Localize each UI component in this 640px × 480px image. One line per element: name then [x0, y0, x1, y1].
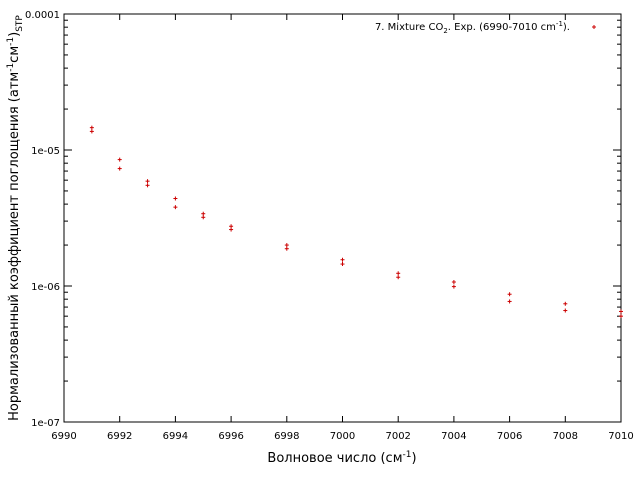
data-point [340, 262, 345, 267]
legend-marker [592, 25, 596, 29]
x-tick-label: 7000 [330, 431, 355, 442]
x-tick-label: 7010 [608, 431, 633, 442]
data-point [396, 275, 401, 280]
x-axis-title: Волновое число (см-1) [267, 450, 416, 466]
x-tick-label: 6996 [218, 431, 243, 442]
data-point [507, 299, 512, 304]
legend-label: 7. Mixture CO2. Exp. (6990-7010 cm-1). [375, 20, 570, 35]
data-points [89, 125, 623, 319]
x-tick-labels: 6990 6992 6994 6996 6998 7000 7002 7004 7006 7008… [51, 431, 633, 442]
x-tick-label: 6992 [107, 431, 132, 442]
data-point [173, 205, 178, 210]
x-tick-label: 7008 [553, 431, 578, 442]
data-point [89, 125, 94, 130]
x-tick-label: 7002 [385, 431, 410, 442]
y-tick-label: 1e-06 [31, 282, 60, 293]
data-point [563, 308, 568, 313]
x-tick-label: 7006 [497, 431, 522, 442]
data-point [201, 211, 206, 216]
data-point [284, 246, 289, 251]
data-point [340, 257, 345, 262]
axis-ticks [63, 13, 622, 423]
data-point [284, 243, 289, 248]
legend: 7. Mixture CO2. Exp. (6990-7010 cm-1). [375, 20, 596, 35]
data-point [145, 183, 150, 188]
x-tick-label: 6998 [274, 431, 299, 442]
y-axis-title: Нормализованный коэффициент поглощения (… [6, 15, 25, 421]
data-point [451, 284, 456, 289]
data-point [117, 166, 122, 171]
data-point [451, 280, 456, 285]
data-point [619, 314, 623, 319]
data-point [229, 227, 234, 232]
y-tick-label: 1e-05 [31, 146, 60, 157]
y-tick-labels: 1e-07 1e-06 1e-05 0.0001 [25, 10, 60, 429]
data-point [117, 157, 122, 162]
x-tick-label: 6990 [51, 431, 76, 442]
data-point [173, 196, 178, 201]
data-point [145, 179, 150, 184]
plot-frame [63, 13, 622, 423]
y-tick-label: 1e-07 [31, 418, 60, 429]
data-point [89, 129, 94, 134]
x-tick-label: 7004 [441, 431, 466, 442]
data-point [396, 271, 401, 276]
data-point [507, 292, 512, 297]
data-point [201, 215, 206, 220]
data-point [563, 301, 568, 306]
y-tick-label: 0.0001 [25, 10, 60, 21]
data-point [619, 309, 623, 314]
x-tick-label: 6994 [163, 431, 188, 442]
